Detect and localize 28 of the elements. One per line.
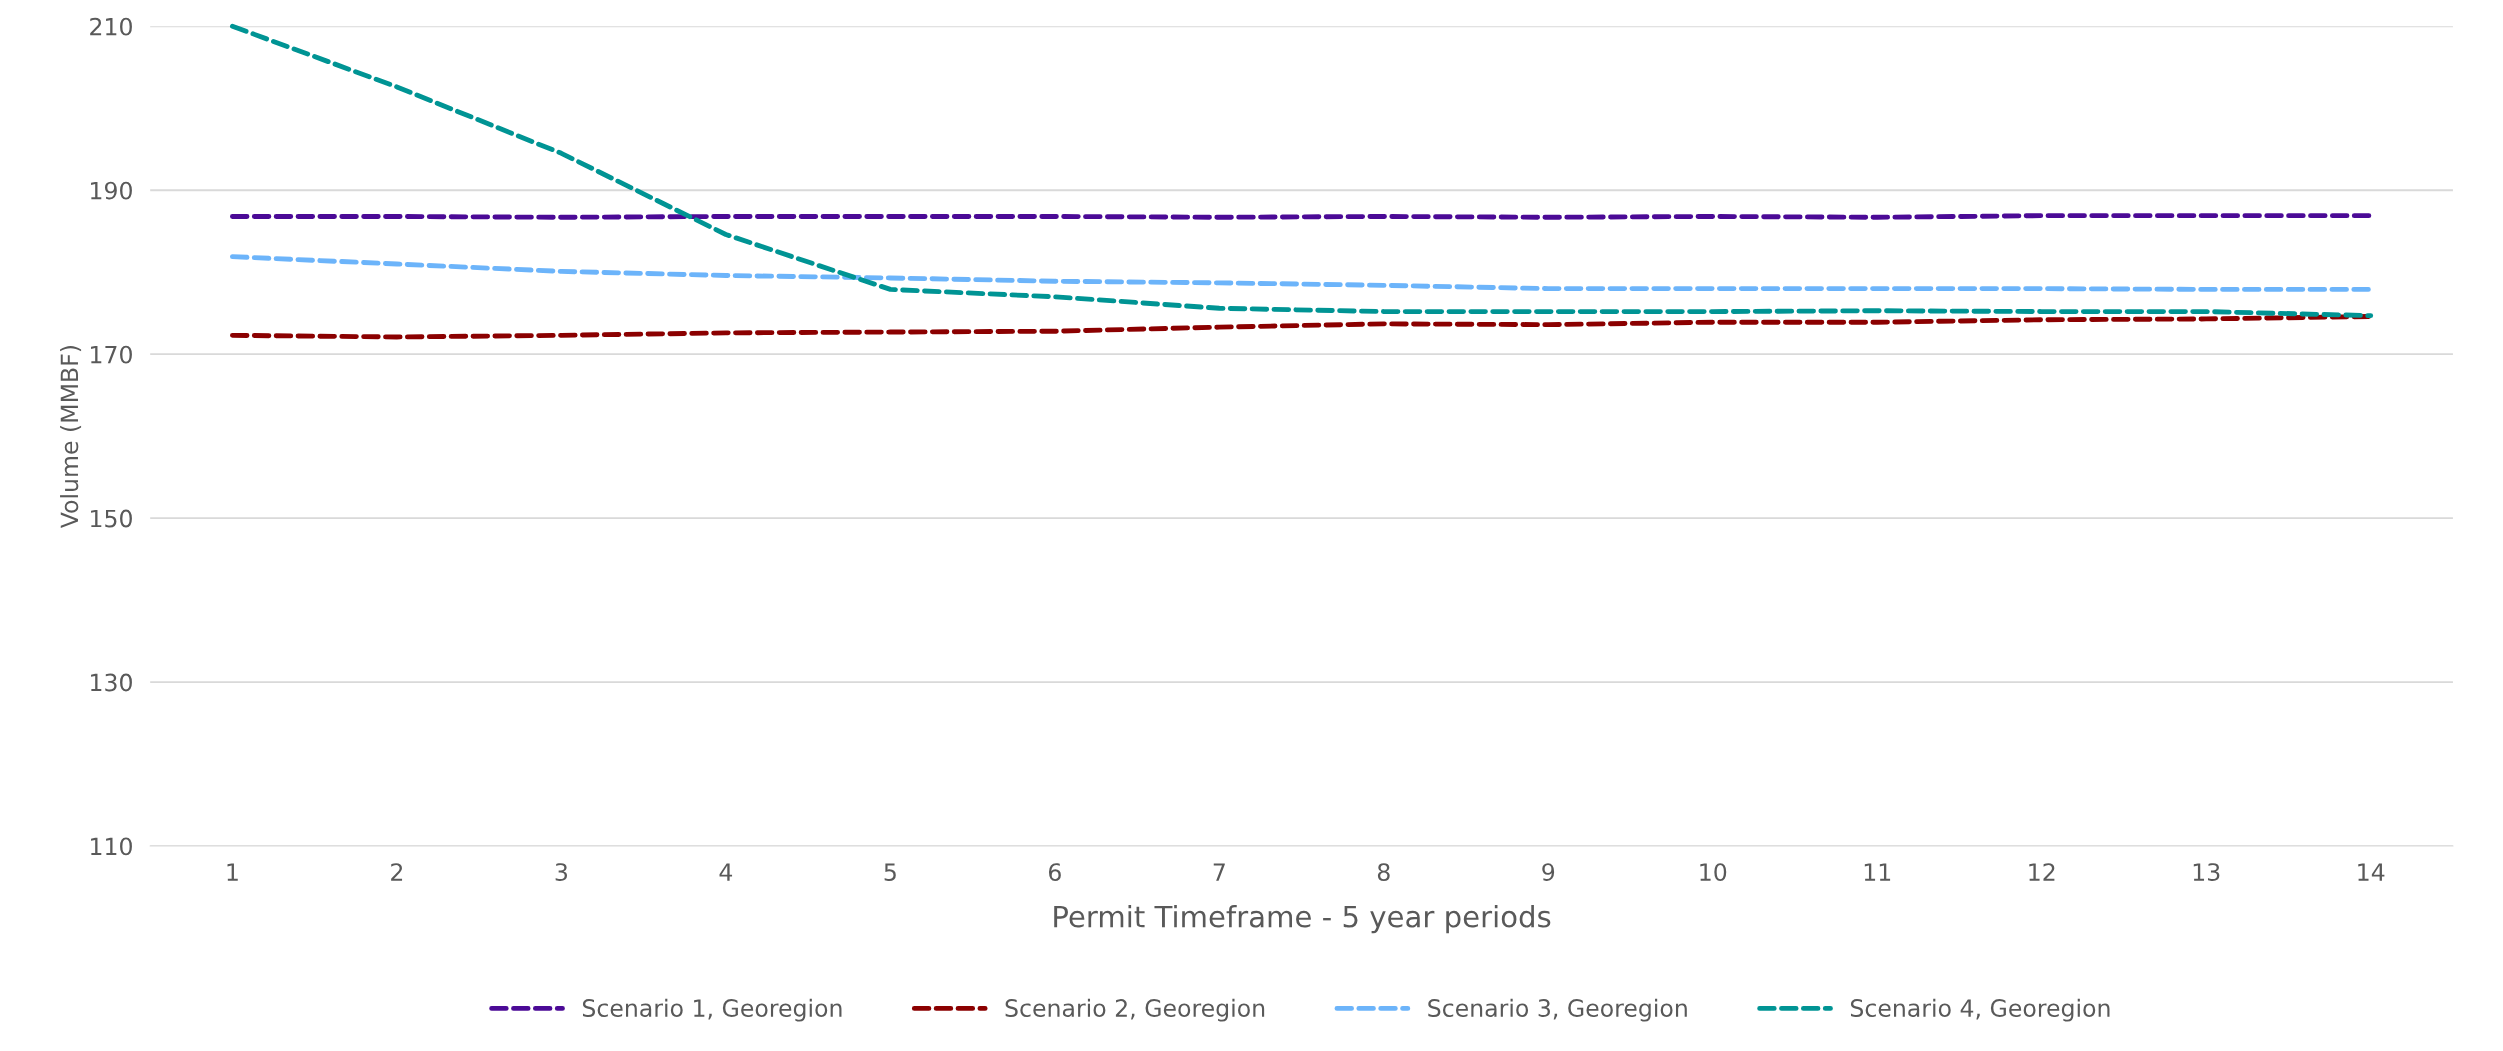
legend-label: Scenario 1, Georegion — [582, 998, 842, 1022]
legend-label: Scenario 3, Georegion — [1428, 998, 1687, 1022]
legend-label: Scenario 2, Georegion — [1005, 998, 1265, 1022]
x-tick-label: 9 — [1542, 863, 1555, 881]
legend-label: Scenario 4, Georegion — [1850, 998, 2110, 1022]
x-tick-label: 2 — [391, 863, 403, 881]
y-axis-title: Volume (MMBF) — [60, 346, 82, 529]
y-tick-label: 170 — [91, 345, 132, 364]
x-tick-label: 7 — [1213, 863, 1225, 881]
x-tick-label: 3 — [555, 863, 568, 881]
x-tick-label: 8 — [1377, 863, 1390, 881]
x-tick-label: 5 — [884, 863, 896, 881]
x-tick-label: 11 — [1864, 863, 1891, 881]
y-tick-label: 110 — [91, 837, 132, 856]
x-tick-label: 10 — [1700, 863, 1727, 881]
x-tick-label: 6 — [1048, 863, 1061, 881]
y-tick-label: 190 — [91, 181, 132, 200]
line-series — [229, 23, 2374, 319]
y-tick-label: 150 — [91, 509, 132, 528]
x-tick-label: 13 — [2193, 863, 2220, 881]
x-tick-label: 4 — [719, 863, 733, 881]
x-axis-title: Permit Timeframe - 5 year periods — [1054, 905, 1551, 934]
x-tick-label: 14 — [2358, 863, 2385, 881]
x-tick-label: 12 — [2029, 863, 2055, 881]
y-tick-label: 210 — [90, 17, 132, 36]
line-series — [229, 254, 2374, 292]
x-tick-label: 1 — [227, 863, 238, 881]
y-tick-label: 130 — [91, 673, 132, 692]
